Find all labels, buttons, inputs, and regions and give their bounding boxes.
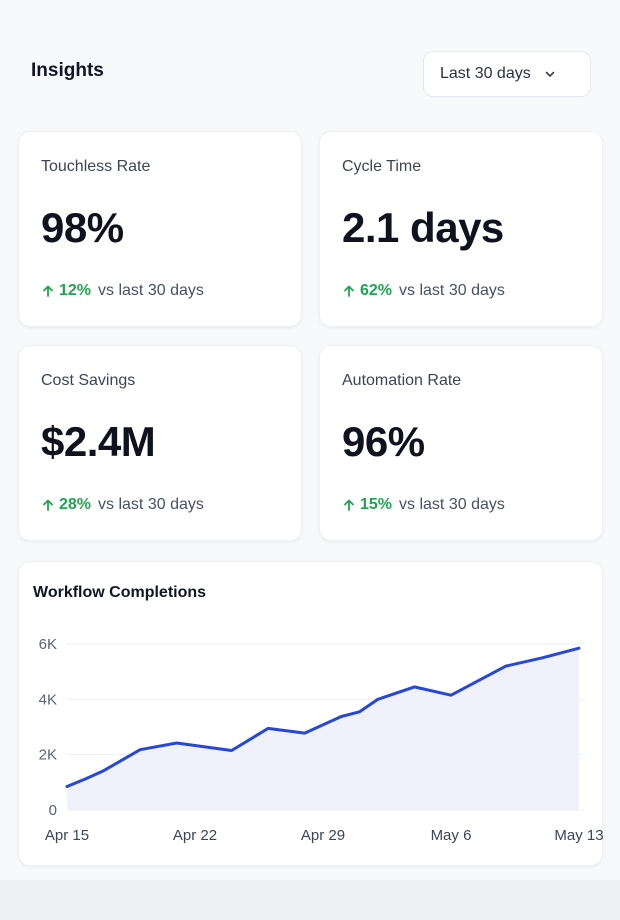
x-tick-label: Apr 29 bbox=[301, 827, 345, 844]
date-range-select[interactable]: Last 30 days bbox=[423, 51, 591, 97]
arrow-up-icon bbox=[342, 498, 356, 512]
metric-card-cost-savings: Cost Savings $2.4M 28% vs last 30 days bbox=[18, 345, 302, 541]
metric-value: 98% bbox=[41, 204, 124, 251]
y-tick-label: 4K bbox=[39, 691, 57, 708]
workflow-completions-chart: 0 2K 4K 6K Apr 15 Apr 22 Apr 29 May 6 May 13 bbox=[39, 636, 604, 844]
metric-label: Cycle Time bbox=[342, 158, 422, 175]
metric-label: Automation Rate bbox=[342, 372, 462, 389]
metric-change-suffix: vs last 30 days bbox=[399, 496, 505, 513]
metric-change-percent: 62% bbox=[360, 282, 393, 299]
metric-change-percent: 12% bbox=[59, 282, 92, 299]
series-area bbox=[67, 648, 579, 810]
insights-page: Insights Last 30 days Touchless Rate 98%… bbox=[18, 51, 604, 866]
metric-value: $2.4M bbox=[41, 418, 156, 465]
y-tick-label: 2K bbox=[39, 747, 57, 764]
metric-label: Cost Savings bbox=[41, 372, 136, 389]
metric-change-suffix: vs last 30 days bbox=[98, 496, 204, 513]
metric-value: 96% bbox=[342, 418, 425, 465]
metric-card-cycle-time: Cycle Time 2.1 days 62% vs last 30 days bbox=[319, 131, 603, 327]
arrow-up-icon bbox=[342, 284, 356, 298]
metric-change-suffix: vs last 30 days bbox=[98, 282, 204, 299]
x-tick-label: Apr 22 bbox=[173, 827, 217, 844]
metric-card-automation-rate: Automation Rate 96% 15% vs last 30 days bbox=[319, 345, 603, 541]
chevron-down-icon bbox=[543, 67, 557, 81]
y-tick-label: 6K bbox=[39, 636, 57, 653]
metric-change-percent: 15% bbox=[360, 496, 393, 513]
date-range-label: Last 30 days bbox=[440, 65, 531, 82]
metric-card-touchless-rate: Touchless Rate 98% 12% vs last 30 days bbox=[18, 131, 302, 327]
arrow-up-icon bbox=[41, 498, 55, 512]
metric-change: 62% vs last 30 days bbox=[342, 282, 505, 300]
chart-title: Workflow Completions bbox=[33, 584, 207, 601]
x-tick-label: May 13 bbox=[554, 827, 603, 844]
arrow-up-icon bbox=[41, 284, 55, 298]
metric-change-percent: 28% bbox=[59, 496, 92, 513]
metric-change: 15% vs last 30 days bbox=[342, 496, 505, 514]
x-tick-label: May 6 bbox=[431, 827, 472, 844]
page-title: Insights bbox=[31, 60, 104, 81]
series-line bbox=[65, 646, 581, 788]
footer-band bbox=[0, 880, 620, 920]
x-tick-label: Apr 15 bbox=[45, 827, 89, 844]
metric-label: Touchless Rate bbox=[41, 158, 151, 175]
metric-change-suffix: vs last 30 days bbox=[399, 282, 505, 299]
metric-value: 2.1 days bbox=[342, 204, 504, 251]
y-tick-label: 0 bbox=[49, 802, 57, 819]
metric-change: 28% vs last 30 days bbox=[41, 496, 204, 514]
workflow-completions-card: Workflow Completions 0 2K 4K 6K Apr 15 Apr 22… bbox=[18, 561, 604, 866]
metric-change: 12% vs last 30 days bbox=[41, 282, 204, 300]
